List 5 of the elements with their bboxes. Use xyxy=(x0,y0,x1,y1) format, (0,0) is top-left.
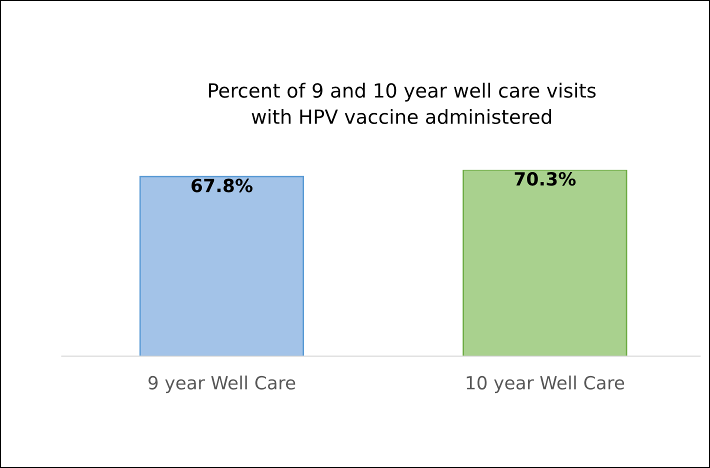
chart-title: Percent of 9 and 10 year well care visits with HPV vaccine administered xyxy=(209,82,596,124)
data-label: 67.8% xyxy=(192,178,252,192)
data-label: 70.3% xyxy=(514,172,576,186)
x-tick-label: 10 year Well Care xyxy=(466,376,624,394)
x-tick-label: 9 year Well Care xyxy=(148,376,296,394)
